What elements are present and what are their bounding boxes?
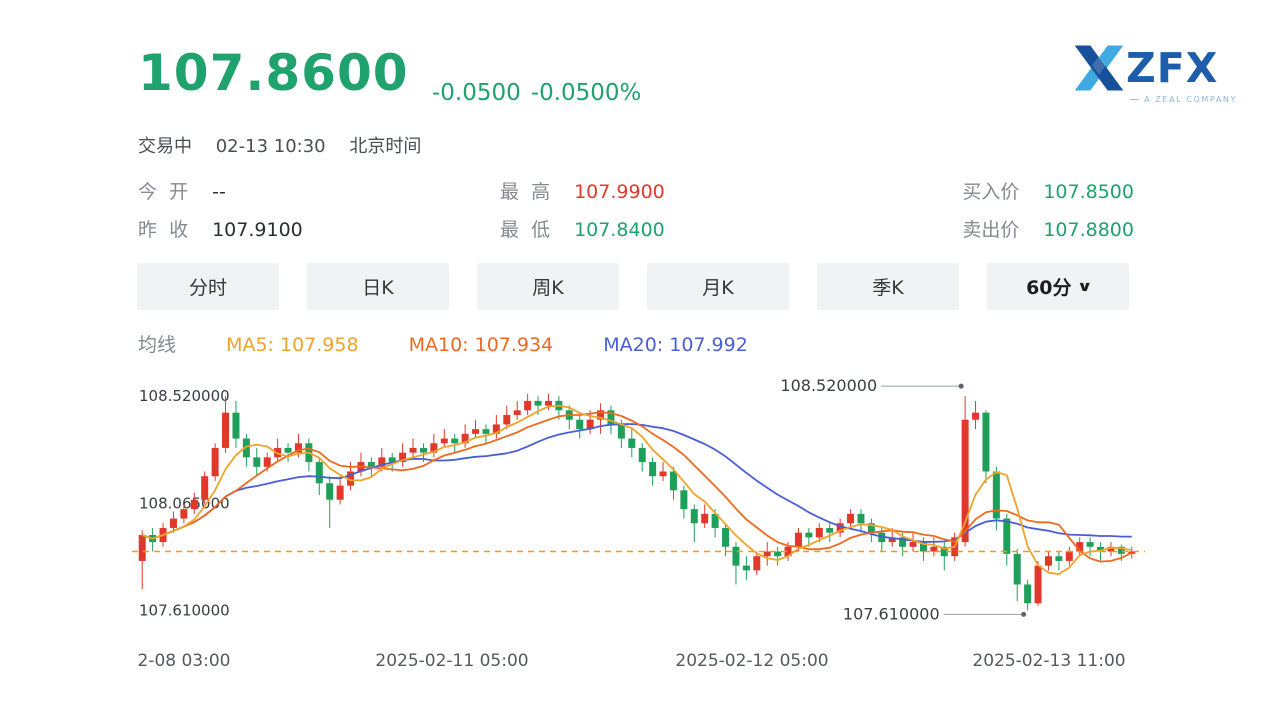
quote-time: 02-13 10:30 — [215, 136, 326, 157]
bid-row: 买入价 107.8500 — [830, 177, 1134, 203]
tab-60min-dropdown[interactable]: 60分 ∨ — [987, 263, 1129, 310]
price-change: -0.0500 — [432, 80, 521, 106]
prev-close-label: 昨 收 — [138, 219, 189, 241]
high-label: 最 高 — [500, 181, 551, 203]
high-value: 107.9900 — [574, 181, 665, 203]
bid-label: 买入价 — [962, 181, 1020, 203]
open-value: -- — [212, 181, 226, 203]
zeal-company-subtext: A ZEAL COMPANY — [1144, 95, 1237, 104]
ma5-line — [141, 404, 1132, 576]
x-axis-label: 2025-02-11 05:00 — [375, 651, 528, 671]
tab-60min-label: 60分 — [1026, 277, 1072, 299]
ma-legend: 均线 MA5: 107.958 MA10: 107.934 MA20: 107.… — [138, 330, 792, 357]
ask-value: 107.8800 — [1043, 219, 1134, 241]
low-label: 最 低 — [500, 219, 551, 241]
ask-row: 卖出价 107.8800 — [830, 215, 1134, 241]
prev-close-row: 昨 收 107.9100 — [138, 215, 500, 241]
price-change-block: -0.0500 -0.0500% — [432, 80, 651, 106]
chevron-down-icon: ∨ — [1076, 278, 1093, 295]
price-annotation: 108.520000 — [780, 376, 877, 395]
low-row: 最 低 107.8400 — [500, 215, 830, 241]
ma10-line — [141, 411, 1133, 563]
trading-status-bar: 交易中 02-13 10:30 北京时间 — [138, 132, 439, 158]
tab-quarterly-k[interactable]: 季K — [817, 263, 959, 310]
interval-tabs: 分时 日K 周K 月K 季K 60分 ∨ — [137, 263, 1129, 310]
bid-value: 107.8500 — [1043, 181, 1134, 203]
tab-monthly-k[interactable]: 月K — [647, 263, 789, 310]
zfx-logo-text: ZFX — [1126, 43, 1219, 92]
candle-series — [138, 393, 1136, 611]
ma-legend-title: 均线 — [138, 334, 177, 356]
price-change-percent: -0.0500% — [530, 80, 642, 106]
tab-weekly-k[interactable]: 周K — [477, 263, 619, 310]
timezone-label: 北京时间 — [349, 136, 422, 157]
zfx-x-icon — [1074, 45, 1124, 91]
logo-divider-line — [1130, 99, 1140, 100]
y-axis-label: 107.610000 — [139, 601, 230, 619]
y-axis-label: 108.520000 — [139, 387, 230, 405]
price-annotation: 107.610000 — [843, 604, 940, 623]
open-label: 今 开 — [138, 181, 189, 203]
trading-status: 交易中 — [138, 136, 192, 157]
ma20-value: MA20: 107.992 — [603, 334, 748, 356]
x-axis-label: 2025-02-12 05:00 — [675, 651, 828, 671]
prev-close-value: 107.9100 — [212, 219, 303, 241]
tab-daily-k[interactable]: 日K — [307, 263, 449, 310]
ask-label: 卖出价 — [962, 219, 1020, 241]
ma10-value: MA10: 107.934 — [408, 334, 554, 356]
quote-stats: 今 开 -- 昨 收 107.9100 最 高 107.9900 最 低 107… — [138, 177, 1134, 253]
x-axis-label: 2025-02-13 11:00 — [972, 651, 1125, 671]
ma5-value: MA5: 107.958 — [226, 334, 359, 356]
high-row: 最 高 107.9900 — [500, 177, 830, 203]
candlestick-chart[interactable]: 108.520000108.065000107.610000108.520000… — [0, 368, 1268, 688]
open-row: 今 开 -- — [138, 177, 500, 203]
tab-timeline[interactable]: 分时 — [137, 263, 279, 310]
low-value: 107.8400 — [574, 219, 665, 241]
x-axis-label: 2-08 03:00 — [138, 651, 231, 671]
current-price: 107.8600 — [138, 44, 409, 102]
zfx-logo: ZFX A ZEAL COMPANY — [1072, 42, 1237, 104]
